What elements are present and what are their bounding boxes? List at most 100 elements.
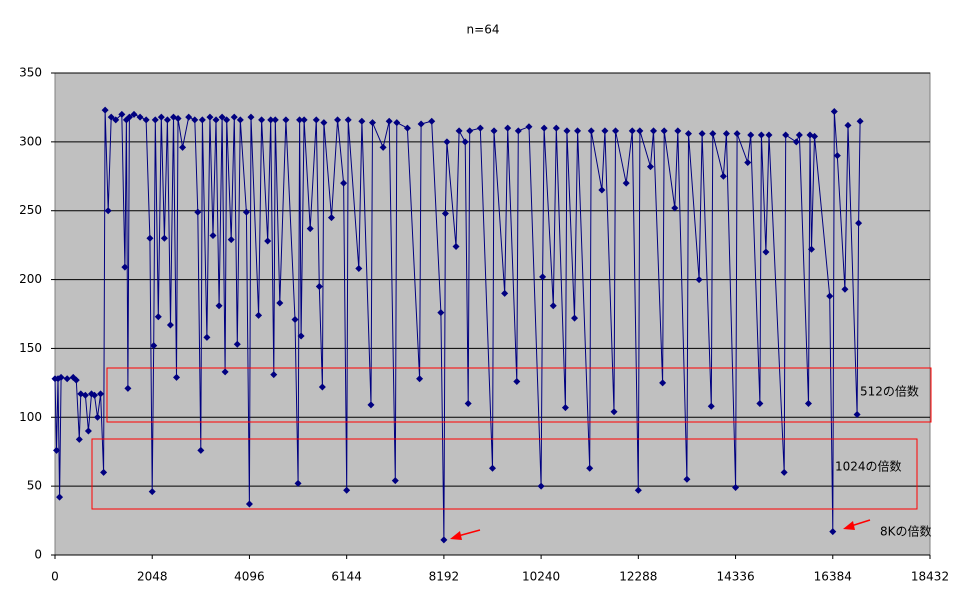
marker bbox=[514, 127, 522, 135]
marker bbox=[844, 121, 852, 129]
marker bbox=[148, 488, 156, 496]
marker bbox=[247, 113, 255, 121]
marker bbox=[100, 468, 108, 476]
marker bbox=[552, 124, 560, 132]
marker bbox=[733, 130, 741, 138]
marker bbox=[179, 143, 187, 151]
marker bbox=[684, 130, 692, 138]
marker bbox=[833, 152, 841, 160]
marker bbox=[197, 446, 205, 454]
y-tick-label: 300 bbox=[19, 134, 42, 148]
marker bbox=[101, 106, 109, 114]
x-tick-label: 18432 bbox=[911, 570, 949, 584]
x-tick-label: 16384 bbox=[814, 570, 852, 584]
marker bbox=[194, 208, 202, 216]
annotation: 8Kの倍数 bbox=[880, 524, 932, 539]
marker bbox=[443, 138, 451, 146]
marker bbox=[367, 401, 375, 409]
marker bbox=[622, 179, 630, 187]
x-tick-label: 10240 bbox=[522, 570, 560, 584]
marker bbox=[160, 234, 168, 242]
marker bbox=[660, 127, 668, 135]
marker bbox=[539, 273, 547, 281]
marker bbox=[393, 119, 401, 127]
marker bbox=[198, 116, 206, 124]
marker bbox=[236, 116, 244, 124]
marker bbox=[53, 446, 61, 454]
marker bbox=[112, 116, 120, 124]
marker bbox=[571, 314, 579, 322]
marker bbox=[157, 113, 165, 121]
marker bbox=[561, 404, 569, 412]
marker bbox=[136, 113, 144, 121]
marker bbox=[587, 127, 595, 135]
marker bbox=[598, 186, 606, 194]
marker bbox=[166, 321, 174, 329]
marker bbox=[151, 116, 159, 124]
marker bbox=[707, 402, 715, 410]
marker bbox=[72, 376, 80, 384]
marker bbox=[318, 383, 326, 391]
x-tick-label: 14336 bbox=[716, 570, 754, 584]
marker bbox=[242, 208, 250, 216]
marker bbox=[563, 127, 571, 135]
marker bbox=[765, 131, 773, 139]
marker bbox=[334, 116, 342, 124]
marker bbox=[830, 108, 838, 116]
marker bbox=[267, 116, 275, 124]
marker bbox=[212, 116, 220, 124]
marker bbox=[245, 500, 253, 508]
x-tick-label: 12288 bbox=[619, 570, 657, 584]
marker bbox=[270, 371, 278, 379]
arrow-head bbox=[843, 521, 855, 530]
marker bbox=[490, 127, 498, 135]
marker bbox=[344, 116, 352, 124]
marker bbox=[757, 131, 765, 139]
marker bbox=[84, 427, 92, 435]
marker bbox=[297, 332, 305, 340]
marker bbox=[327, 214, 335, 222]
marker bbox=[358, 117, 366, 125]
marker bbox=[209, 232, 217, 240]
marker bbox=[294, 479, 302, 487]
marker bbox=[258, 116, 266, 124]
marker bbox=[780, 468, 788, 476]
marker bbox=[722, 130, 730, 138]
arrow-head bbox=[450, 531, 462, 540]
marker bbox=[732, 484, 740, 492]
marker bbox=[218, 113, 226, 121]
y-tick-label: 50 bbox=[27, 479, 42, 493]
marker bbox=[437, 309, 445, 317]
marker bbox=[636, 127, 644, 135]
marker bbox=[379, 143, 387, 151]
marker bbox=[476, 124, 484, 132]
marker bbox=[416, 375, 424, 383]
marker bbox=[385, 117, 393, 125]
marker bbox=[756, 400, 764, 408]
marker bbox=[586, 464, 594, 472]
chart-title: n=64 bbox=[467, 23, 500, 37]
marker bbox=[698, 130, 706, 138]
marker bbox=[549, 302, 557, 310]
marker bbox=[124, 384, 132, 392]
highlight-box bbox=[106, 367, 932, 423]
marker bbox=[489, 464, 496, 472]
x-tick-label: 0 bbox=[51, 570, 59, 584]
marker bbox=[75, 435, 83, 443]
marker bbox=[403, 124, 411, 132]
marker bbox=[428, 117, 436, 125]
marker bbox=[320, 119, 328, 127]
marker bbox=[107, 113, 115, 121]
marker bbox=[540, 124, 548, 132]
marker bbox=[610, 408, 618, 416]
y-tick-label: 350 bbox=[19, 66, 42, 80]
arrow bbox=[457, 529, 481, 537]
marker bbox=[674, 127, 682, 135]
marker bbox=[464, 400, 472, 408]
marker bbox=[744, 159, 752, 167]
marker bbox=[282, 116, 290, 124]
marker bbox=[230, 113, 238, 121]
marker bbox=[121, 263, 129, 271]
marker bbox=[856, 117, 864, 125]
marker bbox=[452, 243, 460, 251]
